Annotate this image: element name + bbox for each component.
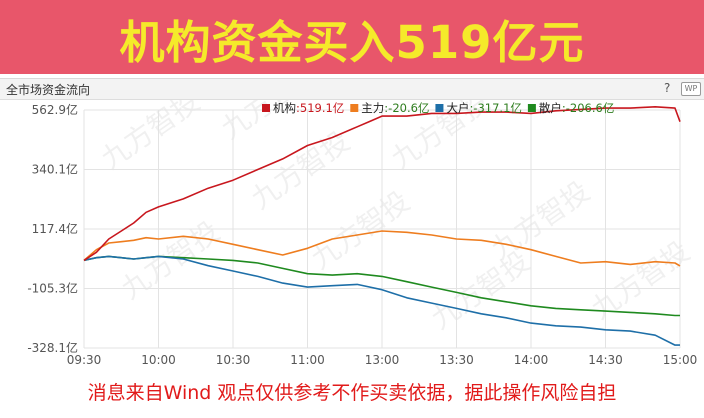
legend-swatch bbox=[350, 104, 359, 112]
fund-flow-panel: 全市场资金流向 ? WP 九方智投 九方智投 九方智投 九方智投 九方智投 九方智投 九方智… bbox=[0, 78, 704, 371]
watermark: 九方智投 bbox=[95, 100, 206, 176]
x-tick-label: 13:00 bbox=[365, 353, 400, 367]
watermark: 九方智投 bbox=[305, 184, 416, 275]
y-tick-label: 340.1亿 bbox=[32, 162, 78, 177]
x-tick-label: 11:00 bbox=[290, 353, 325, 367]
banner: 机构资金买入519亿元 bbox=[0, 0, 704, 74]
x-tick-label: 14:30 bbox=[588, 353, 623, 367]
legend-swatch bbox=[435, 104, 444, 112]
x-tick-label: 10:30 bbox=[216, 353, 251, 367]
disclaimer: 消息来自Wind 观点仅供参考不作买卖依据，据此操作风险自担 bbox=[87, 382, 617, 404]
y-tick-label: -105.3亿 bbox=[27, 280, 78, 295]
series-line-主力 bbox=[83, 230, 681, 267]
wp-export-icon[interactable]: WP bbox=[681, 82, 701, 96]
watermark: 九方智投 bbox=[245, 124, 356, 215]
panel-header: 全市场资金流向 ? WP bbox=[0, 79, 704, 100]
watermark: 九方智投 bbox=[115, 214, 226, 305]
legend-swatch bbox=[527, 104, 536, 112]
x-tick-label: 15:00 bbox=[663, 353, 698, 367]
x-tick-label: 09:30 bbox=[67, 353, 102, 367]
legend-entry: 散户:-206.6亿 bbox=[539, 101, 614, 115]
watermark: 九方智投 bbox=[425, 244, 536, 335]
banner-title: 机构资金买入519亿元 bbox=[119, 16, 585, 69]
legend-entry: 大户:-317.1亿 bbox=[446, 101, 521, 115]
x-tick-label: 13:30 bbox=[439, 353, 474, 367]
y-tick-label: -328.1亿 bbox=[27, 340, 78, 355]
help-icon[interactable]: ? bbox=[664, 81, 671, 95]
legend-entry: 机构:519.1亿 bbox=[273, 101, 344, 115]
legend-swatch bbox=[262, 104, 270, 112]
y-tick-label: 117.4亿 bbox=[32, 221, 78, 236]
x-tick-label: 10:00 bbox=[141, 353, 176, 367]
series-line-机构 bbox=[83, 106, 681, 262]
legend-entry: 主力:-20.6亿 bbox=[361, 101, 429, 115]
panel-title: 全市场资金流向 bbox=[6, 83, 91, 97]
x-tick-label: 14:00 bbox=[514, 353, 549, 367]
y-tick-label: 562.9亿 bbox=[32, 102, 78, 117]
watermark: 九方智投 bbox=[585, 234, 696, 325]
series-line-大户 bbox=[83, 255, 680, 346]
